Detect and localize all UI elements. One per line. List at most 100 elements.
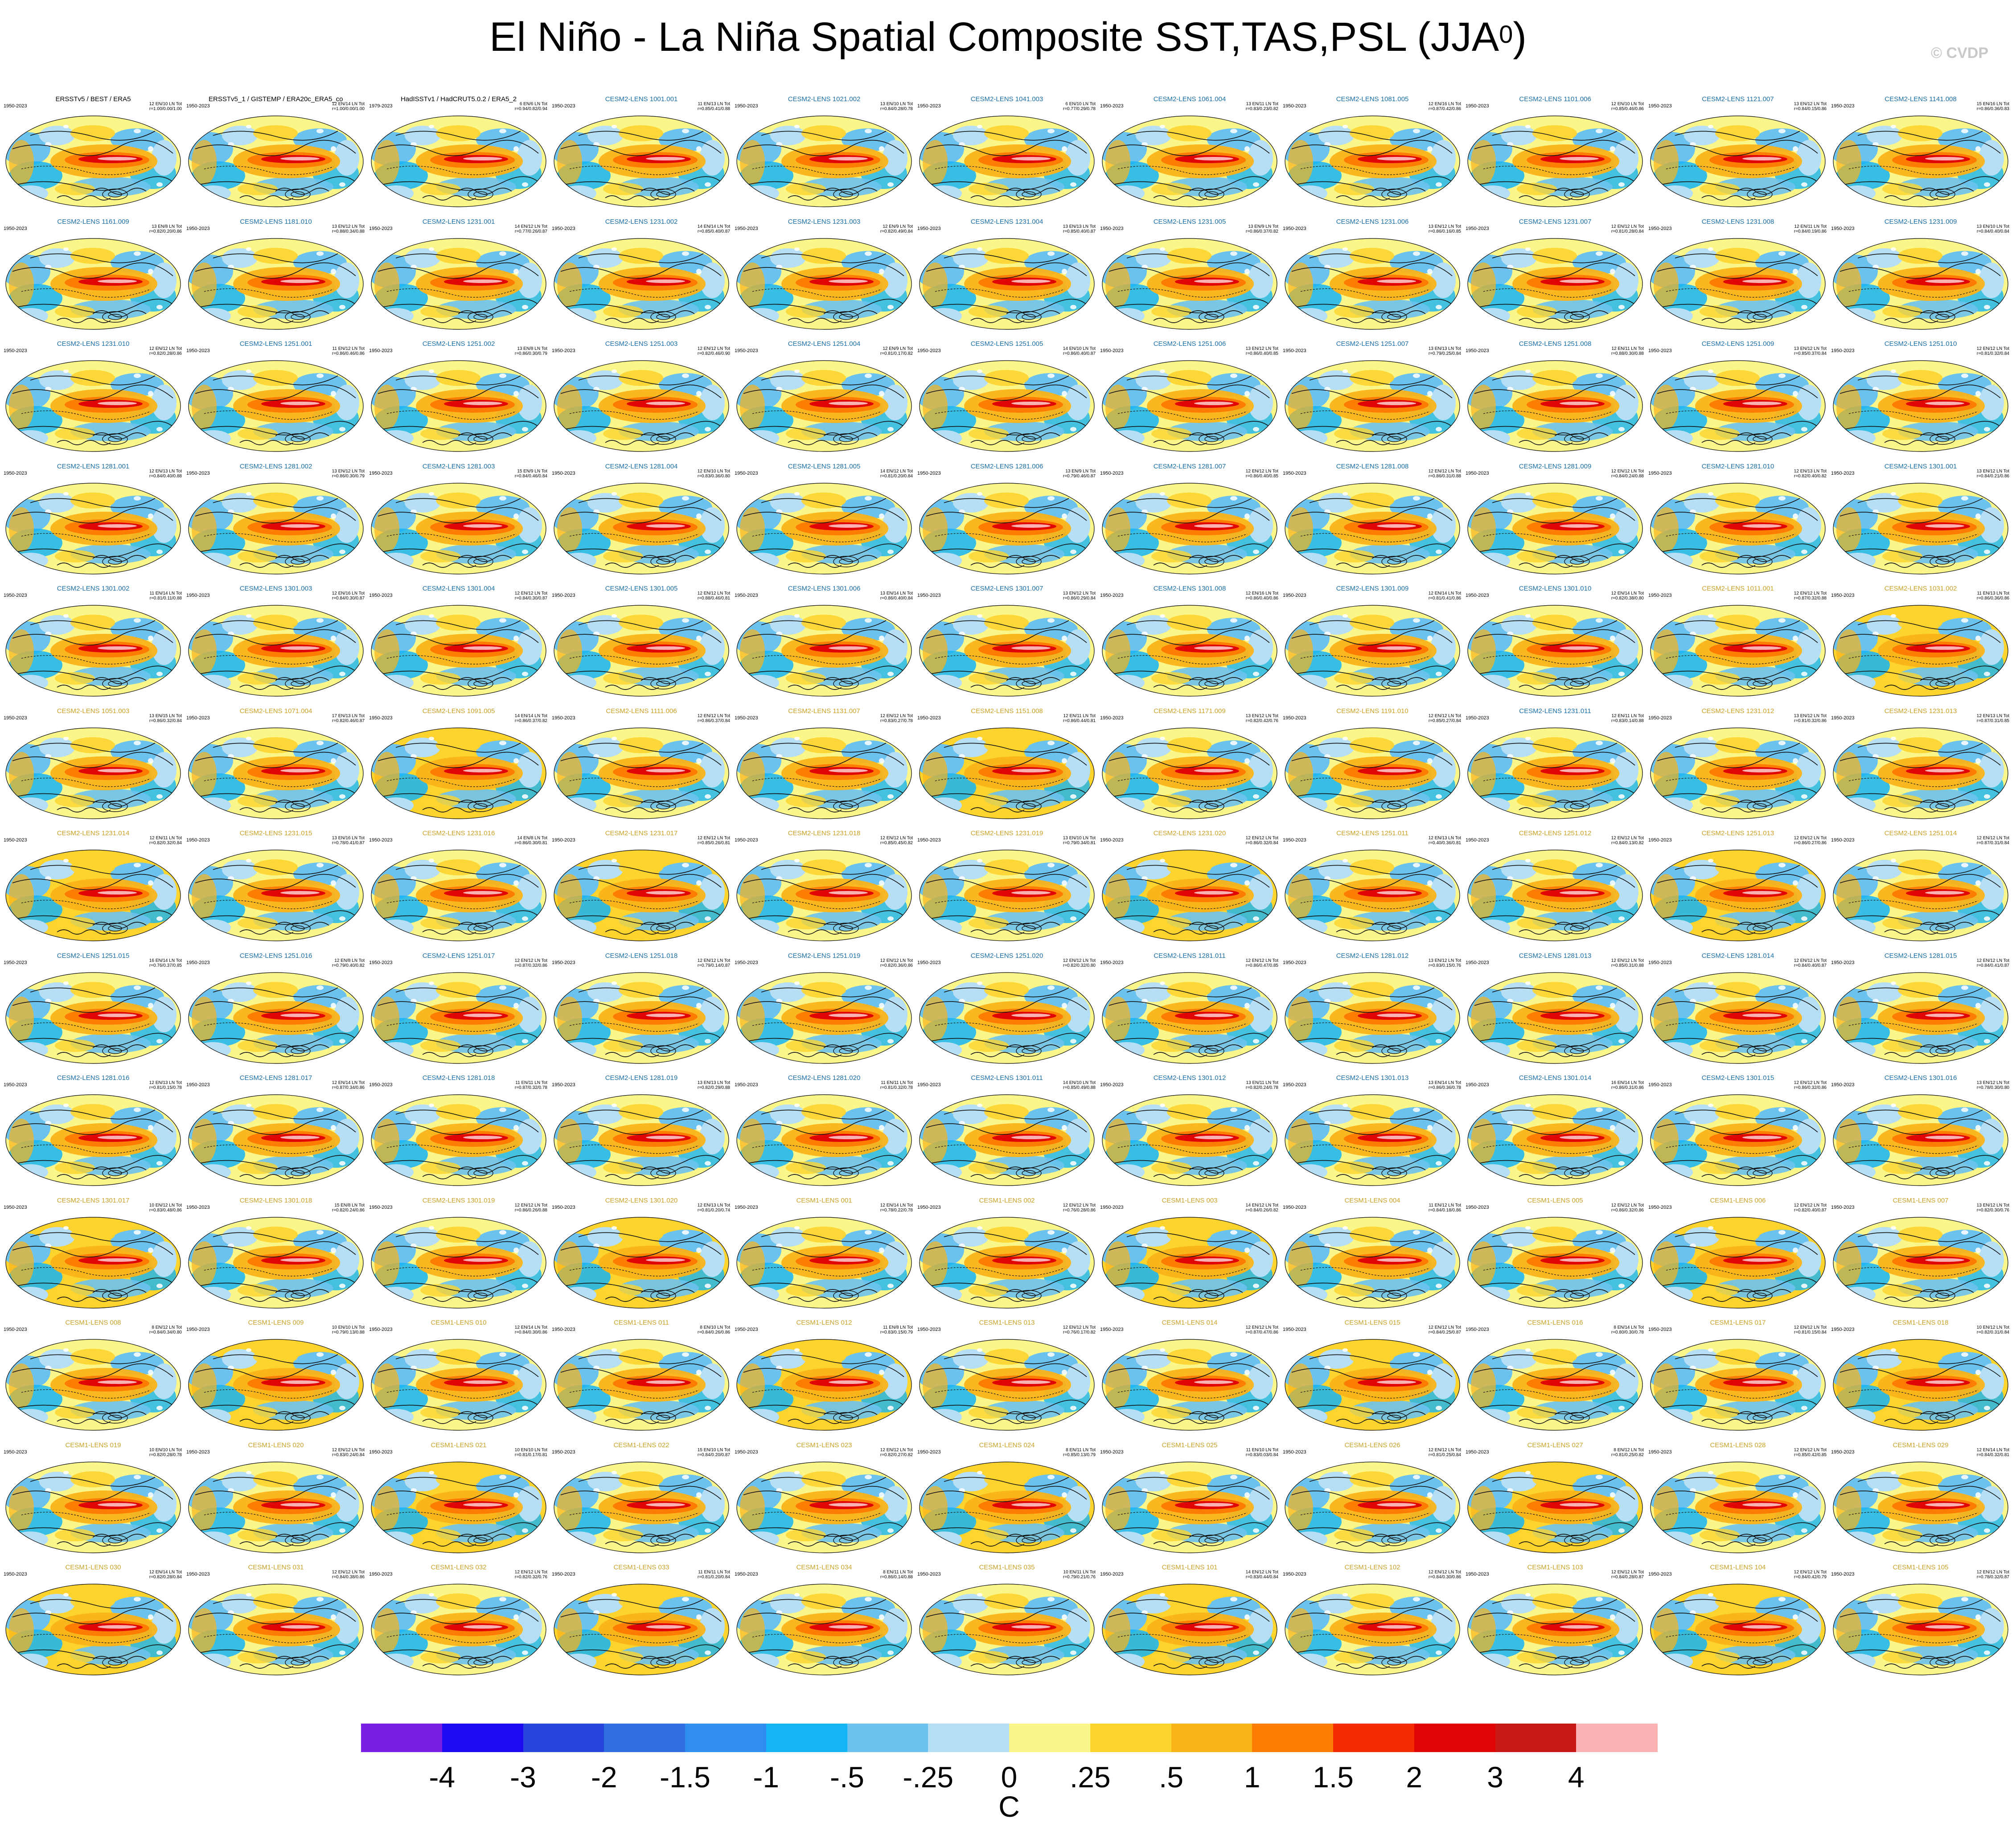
panel-title: CESM2-LENS 1281.002: [239, 462, 312, 470]
panel-title: CESM1-LENS 027: [1527, 1441, 1583, 1449]
panel-event-counts: 12 EN/11 LN Tot r=0.88/0.30/0.88: [1611, 346, 1644, 356]
map-image: [919, 1216, 1095, 1309]
panel-event-counts: 11 EN/11 LN Tot r=0.81/0.32/0.78: [880, 1080, 913, 1090]
panel-years: 1950-2023: [4, 348, 27, 353]
map-image: [1833, 482, 2008, 575]
map-panel: CESM2-LENS 1251.005 1950-2023 14 EN/10 LN …: [917, 340, 1096, 460]
map-field: [1651, 1461, 1825, 1553]
panel-title: CESM2-LENS 1281.009: [1519, 462, 1592, 470]
map-panel: CESM2-LENS 1301.005 1950-2023 12 EN/12 LN …: [552, 585, 731, 705]
map-image: [5, 1094, 181, 1186]
map-panel: ERSSTv5_1 / GISTEMP / ERA20c_ERA5_comb 19…: [186, 95, 365, 216]
panel-event-counts: 12 EN/12 LN Tot r=0.81/0.25/0.84: [1428, 1447, 1461, 1457]
map-field: [1833, 238, 2008, 329]
panel-title: CESM1-LENS 034: [796, 1564, 852, 1571]
panel-years: 1950-2023: [1100, 226, 1124, 231]
panel-event-counts: 12 EN/14 LN Tot r=0.87/0.34/0.86: [332, 1080, 365, 1090]
panel-years: 1950-2023: [1283, 1449, 1306, 1455]
map-image: [1467, 1339, 1643, 1431]
panel-years: 1950-2023: [1100, 593, 1124, 598]
map-panel: CESM2-LENS 1301.018 1950-2023 15 EN/8 LN T…: [186, 1197, 365, 1317]
panel-title: CESM1-LENS 006: [1710, 1196, 1766, 1204]
panel-event-counts: 12 EN/12 LN Tot r=0.76/0.28/0.86: [1063, 1203, 1096, 1213]
panel-event-counts: 14 EN/12 LN Tot r=0.84/0.26/0.82: [1245, 1203, 1278, 1213]
panel-event-counts: 12 EN/12 LN Tot r=0.82/0.28/0.86: [149, 346, 182, 356]
map-image: [5, 727, 181, 819]
map-field: [6, 483, 181, 574]
map-image: [5, 972, 181, 1064]
panel-event-counts: 13 EN/12 LN Tot r=0.82/0.42/0.76: [1245, 713, 1278, 723]
map-image: [919, 115, 1095, 207]
panel-years: 1950-2023: [1100, 1204, 1124, 1210]
map-image: [1650, 727, 1826, 819]
colorbar-tick-label: -1.5: [660, 1761, 710, 1794]
map-field: [371, 1584, 546, 1675]
panel-event-counts: 13 EN/9 LN Tot r=0.86/0.37/0.82: [1245, 224, 1278, 234]
map-field: [1468, 727, 1642, 819]
colorbar-box: [1252, 1724, 1334, 1752]
panel-years: 1950-2023: [735, 1082, 758, 1088]
panel-title: CESM2-LENS 1281.018: [422, 1074, 495, 1082]
map-panel: CESM2-LENS 1041.003 1950-2023 6 EN/10 LN T…: [917, 95, 1096, 216]
panel-years: 1979-2023: [369, 103, 393, 109]
map-image: [1650, 1461, 1826, 1553]
panel-years: 1950-2023: [917, 1082, 941, 1088]
panel-years: 1950-2023: [1648, 1449, 1672, 1455]
map-panel: CESM2-LENS 1281.007 1950-2023 12 EN/12 LN …: [1100, 463, 1279, 583]
map-image: [1650, 972, 1826, 1064]
title-main: El Niño - La Niña Spatial Composite SST,…: [489, 14, 1499, 60]
map-image: [919, 850, 1095, 941]
map-image: [1467, 1584, 1643, 1675]
map-field: [1285, 1339, 1460, 1430]
panel-event-counts: 12 EN/13 LN Tot r=0.87/0.31/0.85: [1976, 713, 2009, 723]
panel-event-counts: 12 EN/14 LN Tot r=0.82/0.38/0.80: [1611, 591, 1644, 601]
map-panel: CESM2-LENS 1301.007 1950-2023 13 EN/12 LN …: [917, 585, 1096, 705]
map-panel: CESM2-LENS 1281.002 1950-2023 13 EN/12 LN …: [186, 463, 365, 583]
map-panel: CESM2-LENS 1161.009 1950-2023 13 EN/8 LN T…: [4, 218, 183, 338]
map-image: [1467, 115, 1643, 207]
map-panel: CESM1-LENS 035 1950-2023 10 EN/11 LN Tot r…: [917, 1564, 1096, 1684]
map-image: [371, 605, 546, 697]
panel-title: CESM2-LENS 1281.015: [1884, 952, 1957, 960]
panel-years: 1950-2023: [1466, 837, 1489, 843]
map-field: [554, 1461, 729, 1553]
panel-title: CESM2-LENS 1301.002: [57, 585, 130, 592]
map-panel: CESM2-LENS 1301.008 1950-2023 12 EN/16 LN …: [1100, 585, 1279, 705]
map-image: [736, 1216, 912, 1309]
panel-years: 1950-2023: [917, 837, 941, 843]
panel-title: CESM2-LENS 1301.010: [1519, 585, 1592, 592]
panel-years: 1950-2023: [1831, 103, 1855, 109]
map-panel: CESM2-LENS 1301.014 1950-2023 16 EN/14 LN …: [1466, 1074, 1645, 1195]
colorbar-box: [685, 1724, 767, 1752]
panel-title: CESM1-LENS 013: [979, 1319, 1035, 1326]
panel-title: CESM2-LENS 1251.002: [422, 340, 495, 348]
panel-event-counts: 8 EN/14 LN Tot r=0.80/0.30/0.78: [1611, 1325, 1644, 1335]
map-image: [1833, 360, 2008, 452]
panel-title: CESM1-LENS 009: [248, 1319, 304, 1326]
map-panel: CESM2-LENS 1231.016 1950-2023 14 EN/8 LN T…: [369, 829, 548, 950]
panel-title: CESM2-LENS 1281.020: [788, 1074, 861, 1082]
map-panel: CESM2-LENS 1301.004 1950-2023 12 EN/12 LN …: [369, 585, 548, 705]
panel-title: CESM1-LENS 020: [248, 1441, 304, 1449]
map-image: [1102, 482, 1277, 575]
panel-title: CESM2-LENS 1301.006: [788, 585, 861, 592]
panel-title: CESM2-LENS 1191.010: [1336, 707, 1408, 715]
panel-title: CESM2-LENS 1301.017: [57, 1196, 130, 1204]
panel-event-counts: 12 EN/10 LN Tot r=0.83/0.36/0.80: [697, 468, 730, 479]
map-field: [1468, 605, 1642, 696]
panel-title: CESM2-LENS 1121.007: [1702, 95, 1774, 103]
map-image: [736, 360, 912, 452]
map-field: [1285, 850, 1460, 941]
panel-event-counts: 13 EN/16 LN Tot r=0.78/0.41/0.87: [332, 836, 365, 846]
panel-title: CESM2-LENS 1251.019: [788, 952, 861, 960]
panel-title: CESM2-LENS 1231.006: [1336, 218, 1409, 226]
panel-title: CESM2-LENS 1031.002: [1884, 585, 1957, 592]
panel-years: 1950-2023: [369, 715, 393, 721]
colorbar-tick-label: 0: [1001, 1761, 1018, 1794]
map-image: [554, 238, 729, 330]
panel-title: CESM2-LENS 1161.009: [57, 218, 129, 226]
panel-title: CESM1-LENS 031: [248, 1564, 304, 1571]
panel-event-counts: 12 EN/14 LN Tot r=0.82/0.28/0.84: [149, 1570, 182, 1580]
map-panel: CESM2-LENS 1281.010 1950-2023 12 EN/13 LN …: [1648, 463, 1827, 583]
map-panel: CESM2-LENS 1251.019 1950-2023 12 EN/12 LN …: [735, 952, 914, 1072]
